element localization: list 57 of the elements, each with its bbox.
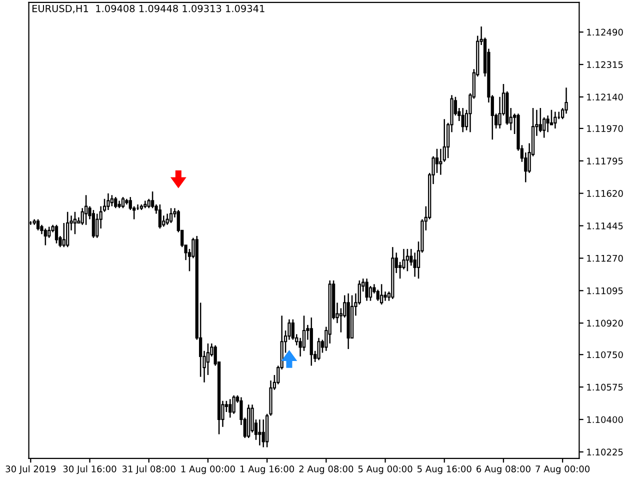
candlestick bbox=[538, 107, 542, 133]
candlestick bbox=[435, 148, 439, 174]
candlestick bbox=[554, 111, 557, 130]
candlestick bbox=[36, 218, 40, 232]
candlestick bbox=[413, 252, 416, 278]
y-tick-label: 1.12490 bbox=[587, 28, 623, 36]
candlestick bbox=[169, 208, 173, 224]
x-tick-label: 31 Jul 08:00 bbox=[122, 465, 176, 474]
candlestick bbox=[368, 285, 372, 302]
candlestick bbox=[398, 261, 402, 280]
y-tick-label: 1.12140 bbox=[587, 94, 623, 100]
x-tick-label: 30 Jul 2019 bbox=[6, 465, 56, 474]
candlestick bbox=[84, 194, 88, 226]
y-tick-label: 1.10750 bbox=[587, 351, 623, 358]
x-tick-label: 7 Aug 00:00 bbox=[536, 466, 590, 474]
candlestick bbox=[114, 196, 118, 209]
x-tick-label: 6 Aug 08:00 bbox=[476, 466, 530, 474]
candlestick bbox=[54, 224, 58, 244]
candlestick bbox=[48, 226, 51, 238]
y-tick-label: 1.11270 bbox=[587, 254, 623, 262]
candlestick bbox=[44, 228, 47, 246]
candlestick bbox=[461, 107, 464, 133]
y-tick-label: 1.11620 bbox=[587, 190, 623, 197]
y-tick-label: 1.10575 bbox=[587, 384, 623, 391]
y-tick-label: 1.11445 bbox=[587, 222, 623, 230]
y-tick-label: 1.10920 bbox=[587, 320, 623, 327]
candlestick bbox=[406, 248, 409, 272]
candlestick bbox=[66, 211, 70, 248]
x-tick-label: 1 Aug 16:00 bbox=[240, 466, 294, 474]
y-tick-label: 1.12315 bbox=[587, 61, 623, 68]
candlestick bbox=[106, 192, 110, 211]
y-tick-label: 1.10225 bbox=[587, 448, 623, 456]
x-tick-label: 1 Aug 00:00 bbox=[181, 466, 235, 474]
candlestick bbox=[380, 284, 384, 306]
candlestick bbox=[384, 290, 387, 302]
chart-title: EURUSD,H1 1.09408 1.09448 1.09313 1.09341 bbox=[32, 4, 264, 14]
candlestick bbox=[121, 196, 125, 209]
x-tick-label: 5 Aug 16:00 bbox=[418, 466, 472, 474]
candlestick bbox=[62, 222, 66, 248]
y-tick-label: 1.11095 bbox=[587, 287, 623, 294]
candlestick bbox=[228, 398, 232, 418]
y-tick-label: 1.10400 bbox=[587, 416, 623, 424]
candlestick bbox=[232, 394, 236, 415]
candlestick bbox=[317, 337, 320, 361]
candlestick bbox=[158, 204, 162, 230]
x-tick-label: 30 Jul 16:00 bbox=[63, 465, 116, 474]
candlestick bbox=[92, 209, 96, 238]
x-tick-label: 2 Aug 08:00 bbox=[299, 466, 354, 474]
candlestick bbox=[110, 194, 114, 207]
candlestick bbox=[365, 278, 368, 302]
y-tick-label: 1.11970 bbox=[587, 125, 623, 132]
y-tick-label: 1.11795 bbox=[587, 158, 623, 164]
candlestick bbox=[147, 198, 150, 209]
candlestick bbox=[262, 418, 265, 448]
candlestick bbox=[73, 211, 77, 235]
x-tick-label: 5 Aug 00:00 bbox=[358, 466, 412, 474]
candlestick bbox=[258, 418, 262, 446]
